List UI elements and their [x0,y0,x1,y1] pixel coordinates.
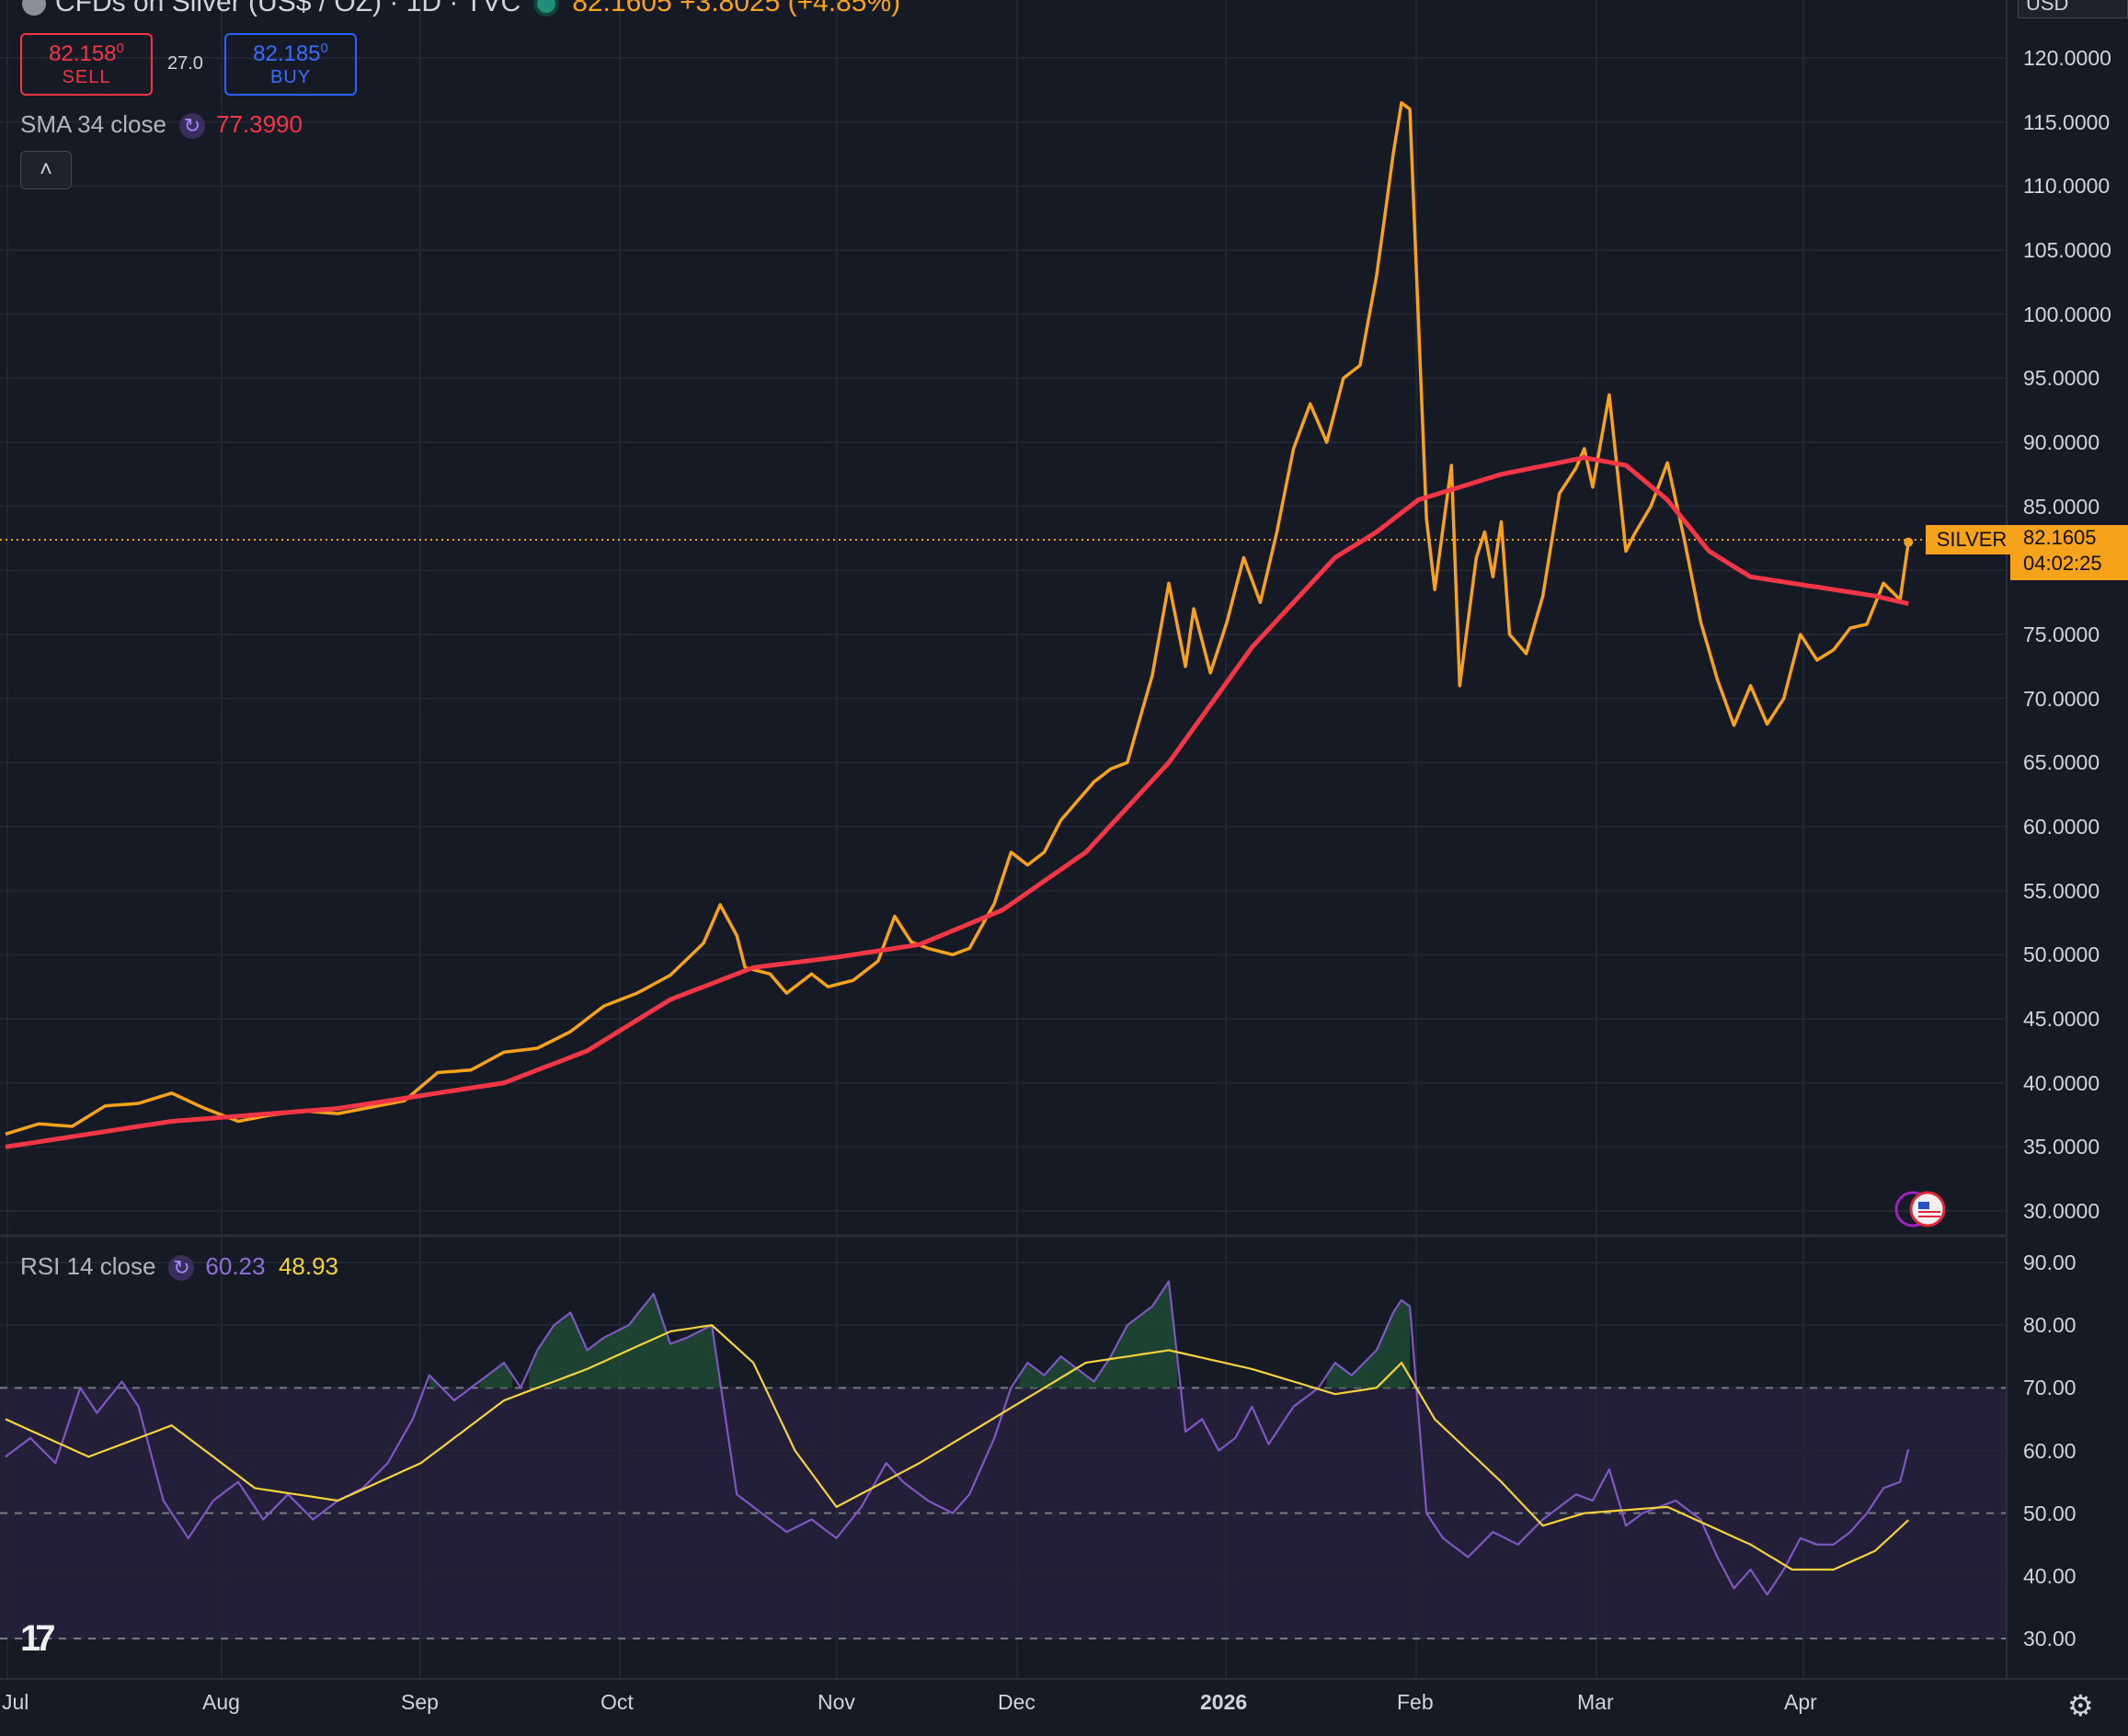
buy-button[interactable]: 82.1850 BUY [224,33,357,96]
price-tick-label: 110.0000 [2023,174,2111,199]
header-change: +3.8025 (+4.85%) [679,0,901,17]
settings-gear-icon[interactable]: ⚙ [2067,1689,2094,1722]
time-tick-label: Aug [202,1690,240,1714]
time-tick-label: Dec [998,1690,1035,1714]
price-tick-label: 50.0000 [2023,942,2100,967]
rsi-tick-label: 60.00 [2023,1438,2077,1463]
sma-value: 77.3990 [215,110,303,138]
symbol-title: CFDs on Silver (US$ / OZ) · 1D · TVC [55,0,521,17]
last-price-dot [1904,537,1914,547]
symbol-icon [22,0,46,17]
refresh-icon[interactable]: ↻ [168,1255,195,1282]
currency-selector[interactable]: USD [2018,0,2128,18]
rsi-label: RSI 14 close [20,1252,156,1280]
sell-price: 82.158 [49,41,117,66]
bar-countdown: 04:02:25 [2023,552,2102,575]
time-tick-label: Oct [601,1690,634,1714]
sell-price-pip: 0 [116,40,124,56]
rsi-tick-label: 40.00 [2023,1563,2077,1588]
time-tick-label: Jul [2,1690,29,1714]
price-tick-label: 30.0000 [2023,1198,2100,1223]
rsi-ma-value: 48.93 [278,1252,339,1280]
price-tick-label: 85.0000 [2023,494,2100,519]
price-tick-label: 55.0000 [2023,878,2100,903]
gridlines [0,0,2007,1679]
market-status-icon[interactable] [533,0,560,17]
price-tick-label: 75.0000 [2023,622,2100,646]
rsi-legend[interactable]: RSI 14 close ↻ 60.23 48.93 [20,1252,339,1282]
price-tick-label: 105.0000 [2023,237,2111,262]
buy-label: BUY [269,67,312,87]
overbought-area [1019,1281,1178,1388]
last-price-value: 82.1605 [2023,526,2097,549]
price-tick-label: 100.0000 [2023,302,2111,326]
time-tick-label: Nov [818,1690,855,1714]
rsi-tick-label: 50.00 [2023,1501,2077,1525]
sma-legend[interactable]: SMA 34 close ↻ 77.3990 [20,110,303,140]
price-tick-label: 60.0000 [2023,814,2100,839]
time-tick-label: Mar [1577,1690,1614,1714]
tradingview-logo[interactable]: 17 [20,1618,55,1659]
price-tick-label: 95.0000 [2023,366,2100,391]
chart-title: CFDs on Silver (US$ / OZ) · 1D · TVC 82.1… [22,0,900,18]
us-flag-icon[interactable] [1894,1191,1946,1228]
price-tick-label: 40.0000 [2023,1070,2100,1095]
price-tick-label: 65.0000 [2023,750,2100,775]
buy-price: 82.185 [253,41,321,66]
buy-price-pip: 0 [320,40,328,56]
rsi-value: 60.23 [205,1252,266,1280]
header-last-price: 82.1605 [572,0,672,17]
time-tick-label: Apr [1784,1690,1817,1714]
time-tick-label: 2026 [1200,1690,1248,1714]
time-tick-label: Sep [401,1690,439,1714]
sma-label: SMA 34 close [20,110,166,138]
price-tick-label: 120.0000 [2023,46,2111,70]
price-line [5,101,1910,1136]
time-tick-label: Feb [1397,1690,1434,1714]
rsi-tick-label: 30.00 [2023,1627,2077,1650]
spread-value: 27.0 [167,53,203,74]
refresh-icon[interactable]: ↻ [178,113,205,140]
series-lines [5,101,1914,1596]
price-tick-label: 70.0000 [2023,686,2100,711]
chevron-up-icon: ˄ [39,157,52,182]
rsi-tick-label: 90.00 [2023,1251,2077,1274]
sell-label: SELL [62,67,111,87]
last-price-tag: 82.1605 04:02:25 [2010,525,2128,580]
rsi-ma-line [5,1324,1909,1571]
rsi-tick-label: 80.00 [2023,1313,2077,1338]
rsi-line [5,1280,1910,1596]
price-tick-label: 35.0000 [2023,1135,2100,1159]
sma-line [5,455,1909,1149]
price-tick-label: 90.0000 [2023,429,2100,454]
rsi-level-lines [0,1387,2007,1640]
overbought-area [479,1363,513,1388]
collapse-legend-button[interactable]: ˄ [20,151,72,189]
price-tick-label: 115.0000 [2023,109,2111,134]
sell-button[interactable]: 82.1580 SELL [20,33,153,96]
price-tick-label: 45.0000 [2023,1006,2100,1031]
rsi-tick-label: 70.00 [2023,1376,2077,1400]
symbol-tag: SILVER [1926,525,2018,554]
overbought-area [529,1294,721,1388]
